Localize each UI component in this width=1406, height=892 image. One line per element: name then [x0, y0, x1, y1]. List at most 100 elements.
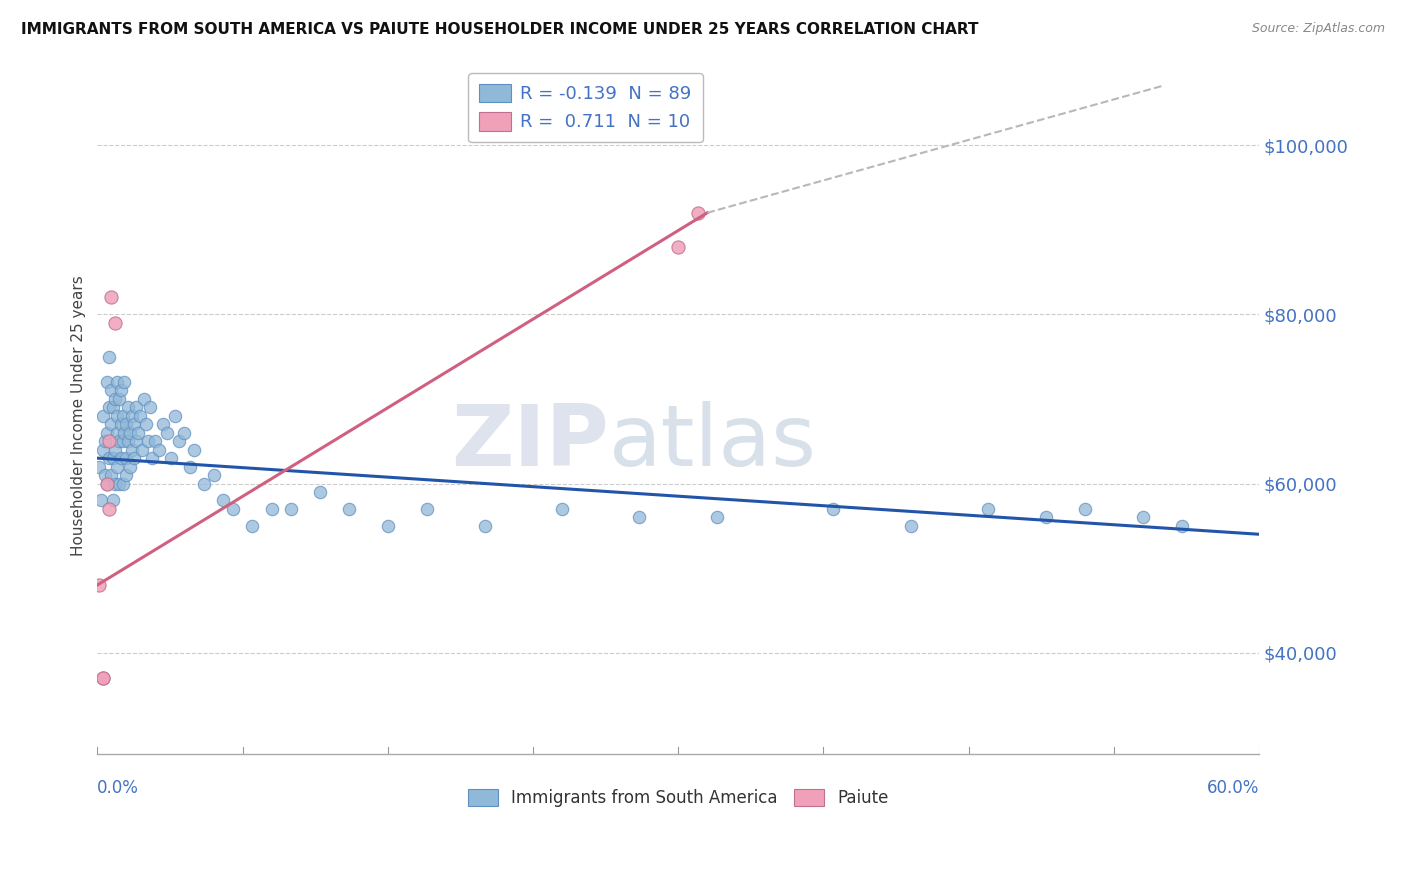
- Point: [167, 434, 190, 449]
- Text: IMMIGRANTS FROM SOUTH AMERICA VS PAIUTE HOUSEHOLDER INCOME UNDER 25 YEARS CORREL: IMMIGRANTS FROM SOUTH AMERICA VS PAIUTE …: [21, 22, 979, 37]
- Point: [96, 425, 118, 440]
- Point: [706, 510, 728, 524]
- Point: [96, 476, 118, 491]
- Point: [163, 409, 186, 423]
- Point: [977, 501, 1000, 516]
- Point: [686, 206, 709, 220]
- Point: [474, 518, 496, 533]
- Point: [104, 316, 127, 330]
- Point: [100, 417, 122, 432]
- Point: [101, 493, 124, 508]
- Point: [193, 476, 215, 491]
- Point: [148, 442, 170, 457]
- Point: [117, 401, 139, 415]
- Point: [94, 434, 117, 449]
- Point: [107, 434, 129, 449]
- Point: [1170, 518, 1192, 533]
- Text: Source: ZipAtlas.com: Source: ZipAtlas.com: [1251, 22, 1385, 36]
- Point: [91, 442, 114, 457]
- Point: [1132, 510, 1154, 524]
- Point: [121, 409, 143, 423]
- Point: [89, 459, 111, 474]
- Point: [104, 392, 127, 406]
- Point: [183, 442, 205, 457]
- Point: [94, 468, 117, 483]
- Point: [114, 425, 136, 440]
- Point: [135, 417, 157, 432]
- Point: [98, 350, 121, 364]
- Point: [125, 401, 148, 415]
- Point: [107, 476, 129, 491]
- Text: ZIP: ZIP: [451, 401, 609, 484]
- Point: [377, 518, 399, 533]
- Point: [115, 468, 138, 483]
- Point: [111, 409, 134, 423]
- Point: [132, 392, 155, 406]
- Legend: Immigrants from South America, Paiute: Immigrants from South America, Paiute: [461, 782, 896, 814]
- Point: [121, 442, 143, 457]
- Point: [90, 493, 112, 508]
- Point: [415, 501, 437, 516]
- Point: [115, 417, 138, 432]
- Point: [125, 434, 148, 449]
- Point: [212, 493, 235, 508]
- Point: [337, 501, 360, 516]
- Point: [91, 671, 114, 685]
- Point: [900, 518, 922, 533]
- Point: [120, 459, 142, 474]
- Point: [104, 476, 127, 491]
- Point: [202, 468, 225, 483]
- Point: [98, 451, 121, 466]
- Point: [117, 434, 139, 449]
- Point: [173, 425, 195, 440]
- Point: [105, 459, 128, 474]
- Point: [138, 401, 160, 415]
- Point: [110, 384, 132, 398]
- Point: [98, 434, 121, 449]
- Point: [101, 451, 124, 466]
- Point: [114, 375, 136, 389]
- Y-axis label: Householder Income Under 25 years: Householder Income Under 25 years: [72, 276, 86, 557]
- Point: [1074, 501, 1097, 516]
- Point: [110, 417, 132, 432]
- Point: [122, 451, 145, 466]
- Point: [260, 501, 283, 516]
- Point: [100, 384, 122, 398]
- Point: [127, 425, 149, 440]
- Point: [100, 468, 122, 483]
- Point: [152, 417, 174, 432]
- Point: [89, 578, 111, 592]
- Text: atlas: atlas: [609, 401, 817, 484]
- Point: [141, 451, 163, 466]
- Point: [280, 501, 302, 516]
- Point: [96, 375, 118, 389]
- Point: [105, 375, 128, 389]
- Point: [129, 409, 152, 423]
- Point: [240, 518, 263, 533]
- Point: [110, 451, 132, 466]
- Point: [122, 417, 145, 432]
- Point: [131, 442, 153, 457]
- Point: [1035, 510, 1057, 524]
- Point: [91, 671, 114, 685]
- Point: [120, 425, 142, 440]
- Point: [105, 425, 128, 440]
- Point: [823, 501, 845, 516]
- Point: [104, 442, 127, 457]
- Text: 60.0%: 60.0%: [1206, 780, 1260, 797]
- Point: [136, 434, 159, 449]
- Point: [96, 476, 118, 491]
- Point: [309, 485, 332, 500]
- Point: [551, 501, 574, 516]
- Point: [160, 451, 183, 466]
- Point: [115, 451, 138, 466]
- Point: [101, 401, 124, 415]
- Point: [105, 409, 128, 423]
- Point: [666, 239, 689, 253]
- Point: [100, 290, 122, 304]
- Point: [98, 501, 121, 516]
- Point: [222, 501, 245, 516]
- Point: [145, 434, 167, 449]
- Point: [179, 459, 201, 474]
- Point: [111, 434, 134, 449]
